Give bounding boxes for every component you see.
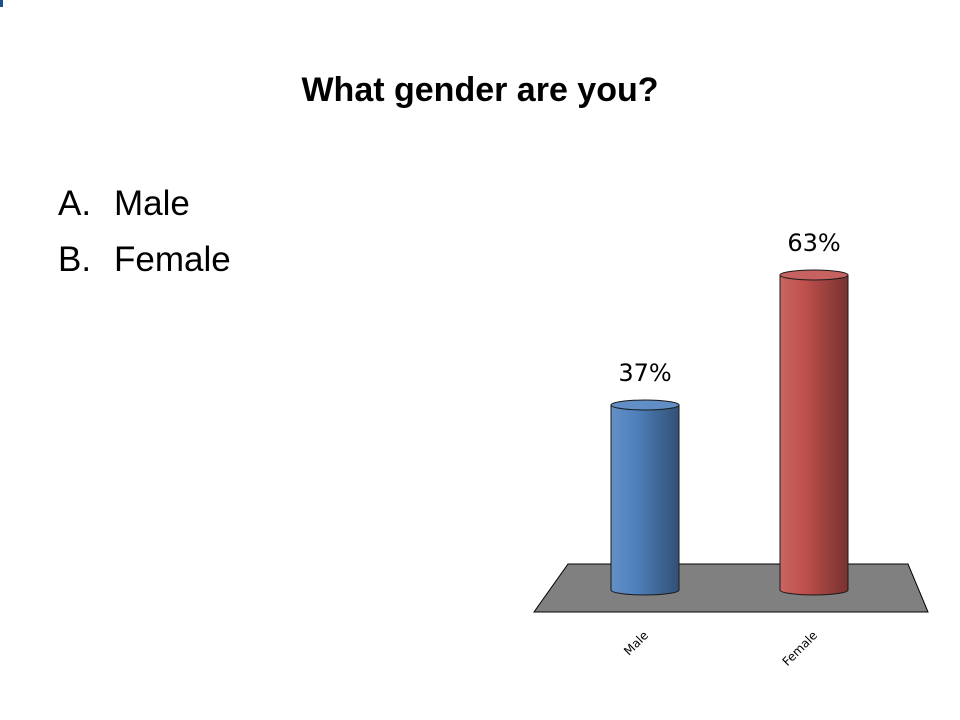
option-male: A. Male [58,176,231,232]
bar-body-male [610,404,680,596]
bar-female [779,269,849,596]
bar-top-male [610,399,680,411]
bar-male [610,399,680,596]
data-label-male: 37% [618,359,671,387]
bars-layer [610,269,849,596]
chart-floor [533,563,929,613]
bar-body-female [779,274,849,596]
data-label-female: 63% [787,229,840,257]
option-text: Female [114,240,231,279]
corner-accent-mark [0,0,3,7]
tick-label-male: Male [621,628,651,658]
question-title: What gender are you? [301,71,659,109]
answer-options: A. Male B. Female [58,176,231,288]
option-text: Male [114,184,190,223]
option-female: B. Female [58,232,231,288]
option-letter: B. [58,240,92,279]
option-letter: A. [58,184,92,223]
bar-top-female [779,269,849,281]
tick-label-female: Female [780,628,821,669]
